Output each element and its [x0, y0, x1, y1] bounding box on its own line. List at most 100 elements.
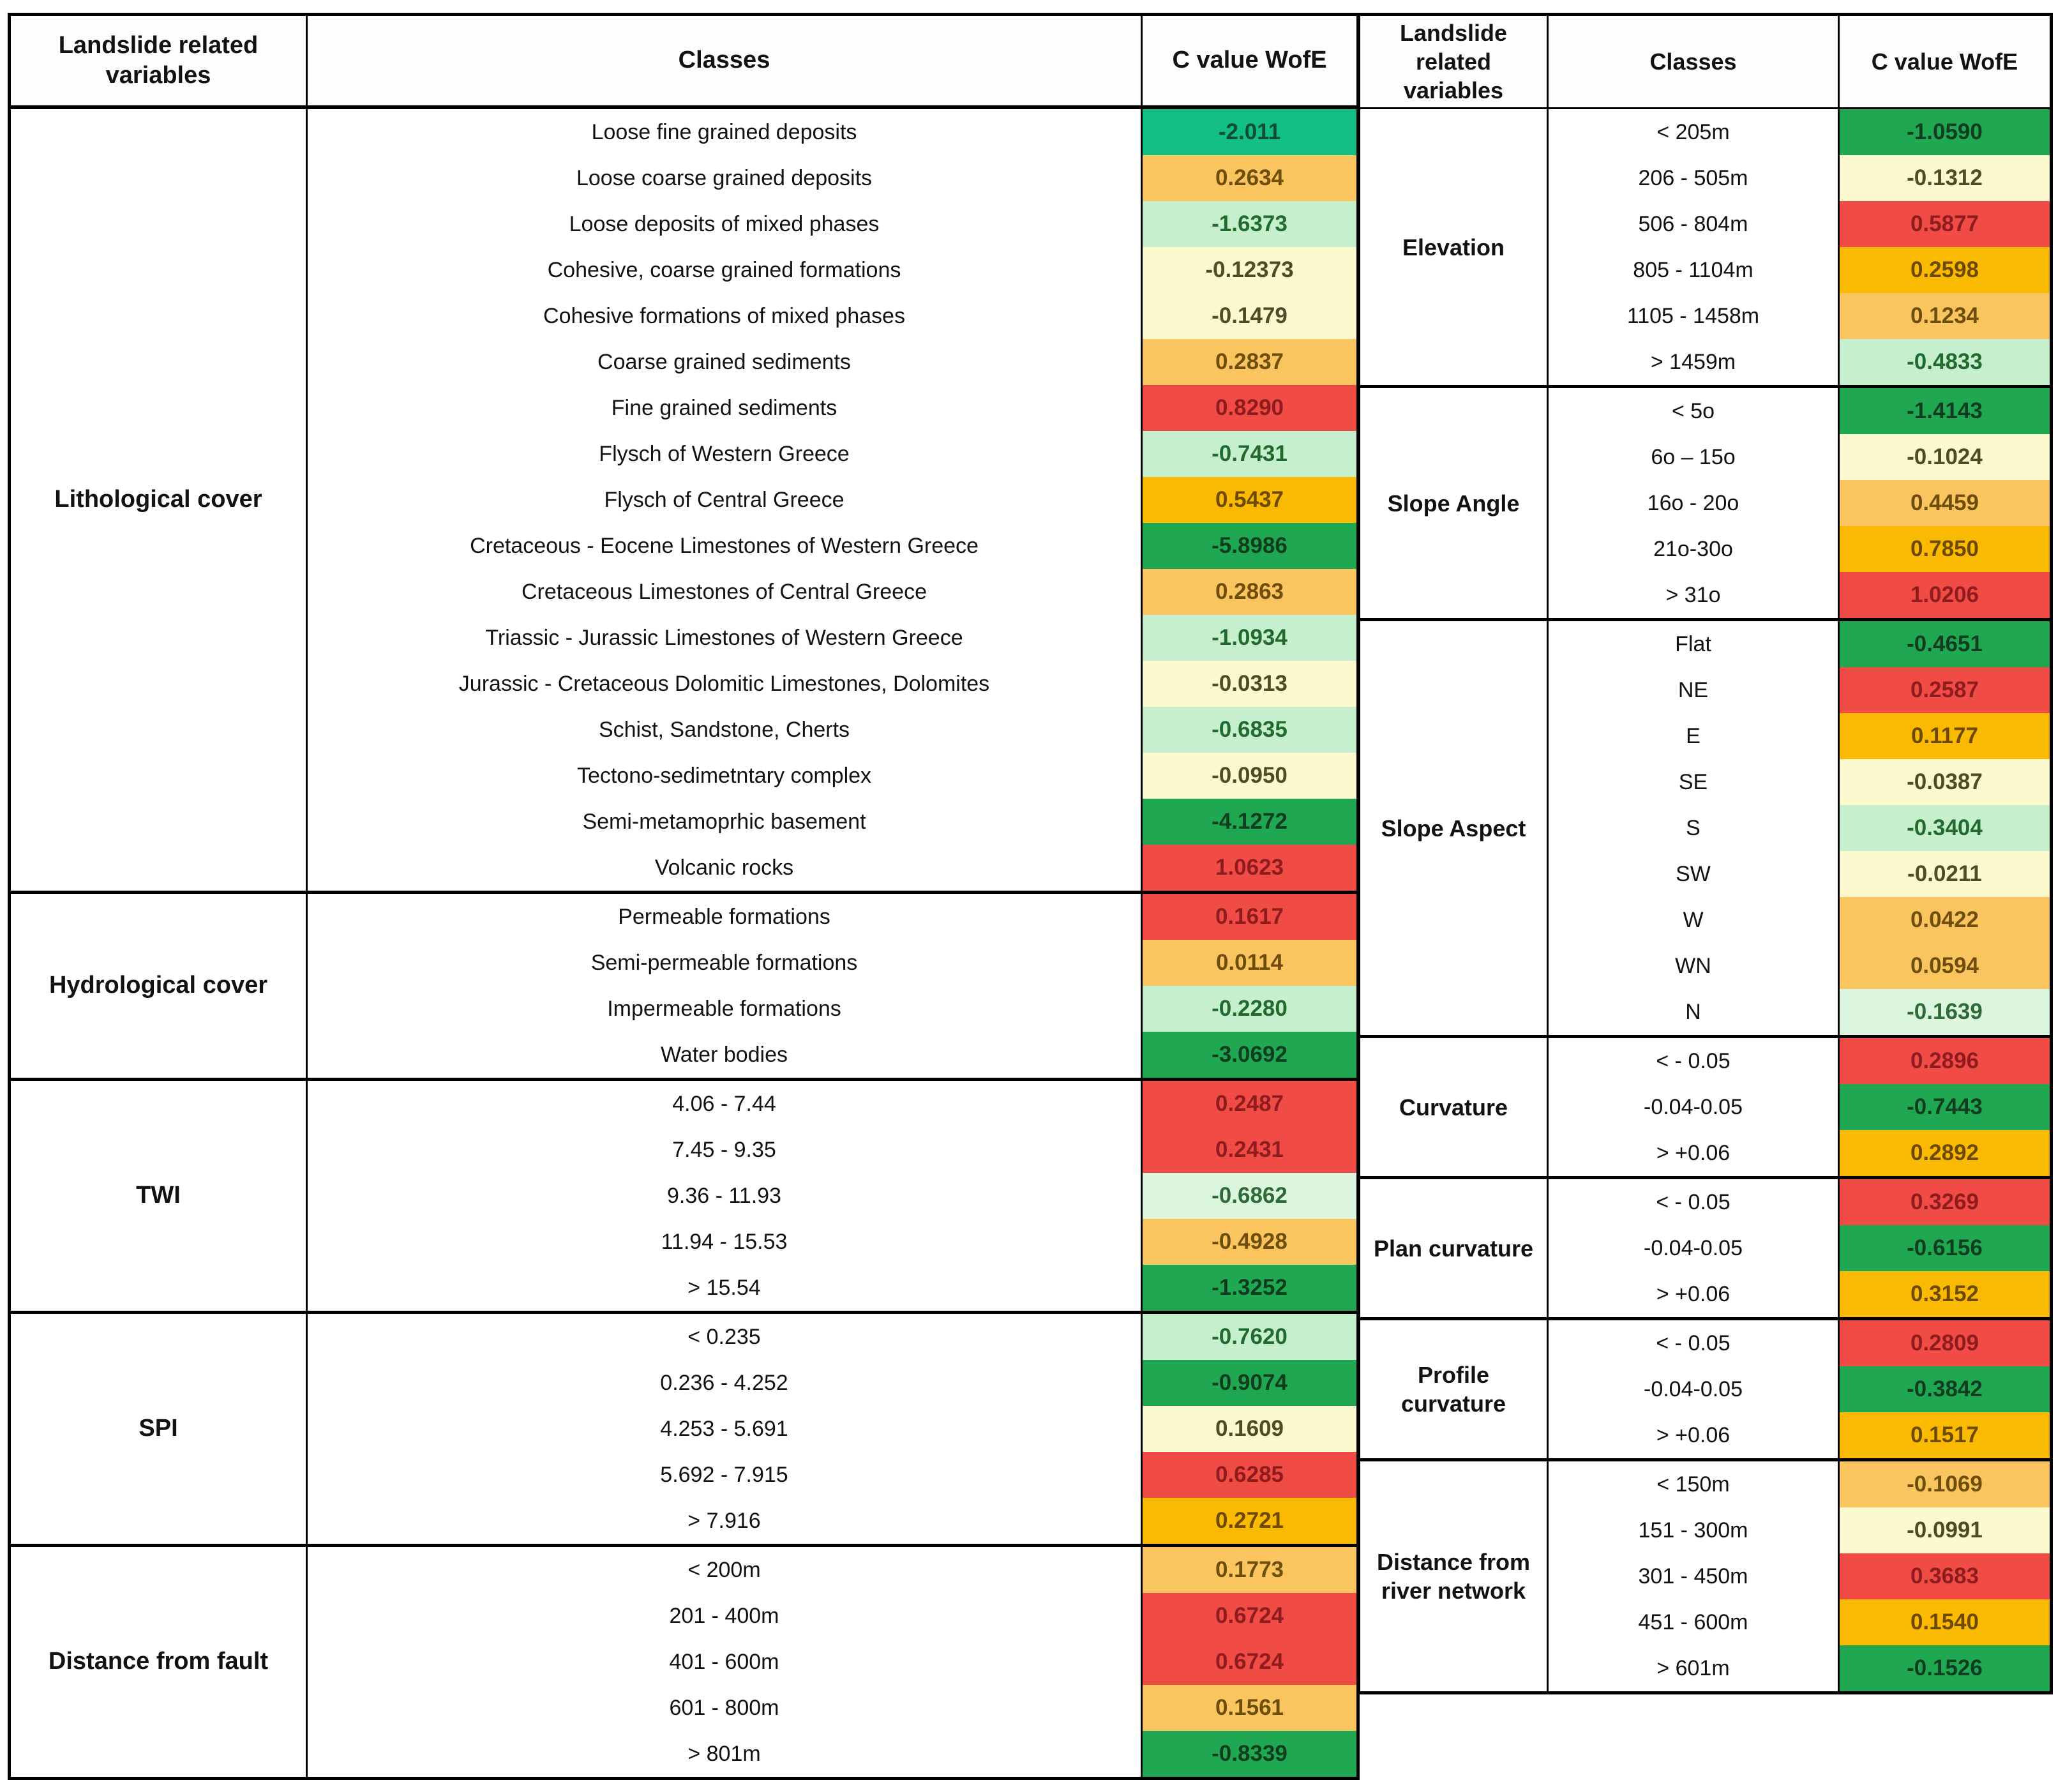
class-cell: Flysch of Western Greece — [308, 431, 1141, 477]
value-cell: 0.2837 — [1143, 339, 1356, 385]
class-cell: Coarse grained sediments — [308, 339, 1141, 385]
class-cell: < 0.235 — [308, 1314, 1141, 1360]
class-cell: Jurassic - Cretaceous Dolomitic Limeston… — [308, 661, 1141, 707]
value-cell: -0.0387 — [1840, 759, 2050, 805]
variable-label: Lithological cover — [11, 109, 306, 891]
header-variables: Landslide related variables — [1360, 16, 1547, 107]
value-cell: 0.5437 — [1143, 477, 1356, 523]
class-cell: > 31o — [1549, 572, 1838, 618]
value-cell: -0.7443 — [1840, 1084, 2050, 1130]
class-cell: > +0.06 — [1549, 1130, 1838, 1176]
header-cvalue: C value WofE — [1838, 16, 2050, 107]
class-cell: > 801m — [308, 1731, 1141, 1777]
variable-group: Elevation < 205m 206 - 505m 506 - 804m 805 -… — [1360, 109, 2050, 385]
class-cell: > +0.06 — [1549, 1271, 1838, 1317]
class-cell: Water bodies — [308, 1032, 1141, 1078]
classes-column: < - 0.05 -0.04-0.05 > +0.06 — [1547, 1038, 1838, 1176]
value-cell: 0.6285 — [1143, 1452, 1356, 1498]
value-cell: -0.1069 — [1840, 1461, 2050, 1507]
value-cell: 0.1177 — [1840, 713, 2050, 759]
value-cell: -0.4928 — [1143, 1219, 1356, 1265]
variable-label: SPI — [11, 1314, 306, 1544]
value-cell: 0.7850 — [1840, 526, 2050, 572]
value-cell: -0.1479 — [1143, 293, 1356, 339]
value-cell: -0.2280 — [1143, 986, 1356, 1032]
class-cell: 451 - 600m — [1549, 1599, 1838, 1645]
value-cell: -0.0313 — [1143, 661, 1356, 707]
class-cell: Triassic - Jurassic Limestones of Wester… — [308, 615, 1141, 661]
value-cell: -0.3404 — [1840, 805, 2050, 851]
class-cell: Volcanic rocks — [308, 845, 1141, 891]
class-cell: 7.45 - 9.35 — [308, 1127, 1141, 1173]
value-cell: 0.6724 — [1143, 1639, 1356, 1685]
class-cell: 6o – 15o — [1549, 434, 1838, 480]
classes-column: < - 0.05 -0.04-0.05 > +0.06 — [1547, 1320, 1838, 1458]
value-cell: -0.1526 — [1840, 1645, 2050, 1691]
value-cell: -0.6835 — [1143, 707, 1356, 753]
class-cell: < 200m — [308, 1547, 1141, 1593]
class-cell: > +0.06 — [1549, 1412, 1838, 1458]
class-cell: 5.692 - 7.915 — [308, 1452, 1141, 1498]
variable-group: Hydrological cover Permeable formations Se… — [11, 891, 1356, 1078]
class-cell: 9.36 - 11.93 — [308, 1173, 1141, 1219]
wofe-table-right: Landslide related variables Classes C va… — [1356, 13, 2053, 1694]
class-cell: 16o - 20o — [1549, 480, 1838, 526]
class-cell: < 150m — [1549, 1461, 1838, 1507]
header-classes: Classes — [1547, 16, 1838, 107]
value-cell: 0.2598 — [1840, 247, 2050, 293]
class-cell: 201 - 400m — [308, 1593, 1141, 1639]
value-cell: -4.1272 — [1143, 799, 1356, 845]
class-cell: Loose deposits of mixed phases — [308, 201, 1141, 247]
classes-column: < 0.235 0.236 - 4.252 4.253 - 5.691 5.692 -… — [306, 1314, 1141, 1544]
value-cell: -1.6373 — [1143, 201, 1356, 247]
value-cell: 0.0114 — [1143, 940, 1356, 986]
class-cell: < - 0.05 — [1549, 1179, 1838, 1225]
value-cell: 0.8290 — [1143, 385, 1356, 431]
value-cell: -0.12373 — [1143, 247, 1356, 293]
value-cell: 0.5877 — [1840, 201, 2050, 247]
class-cell: < 205m — [1549, 109, 1838, 155]
value-cell: -0.3842 — [1840, 1366, 2050, 1412]
value-cell: -0.1312 — [1840, 155, 2050, 201]
variable-group: Slope Aspect Flat NE E SE S SW W WN N -0.4651 0.258… — [1360, 618, 2050, 1035]
classes-column: < 5o 6o – 15o 16o - 20o 21o-30o > 31o — [1547, 388, 1838, 618]
table-header-row: Landslide related variables Classes C va… — [11, 16, 1356, 109]
value-cell: -2.011 — [1143, 109, 1356, 155]
variable-group: Slope Angle < 5o 6o – 15o 16o - 20o 21o-30o >… — [1360, 385, 2050, 618]
value-cell: -0.6156 — [1840, 1225, 2050, 1271]
class-cell: 151 - 300m — [1549, 1507, 1838, 1553]
class-cell: 506 - 804m — [1549, 201, 1838, 247]
class-cell: Loose coarse grained deposits — [308, 155, 1141, 201]
value-cell: -5.8986 — [1143, 523, 1356, 569]
class-cell: 1105 - 1458m — [1549, 293, 1838, 339]
values-column: -2.011 0.2634 -1.6373 -0.12373 -0.1479 0.2837… — [1141, 109, 1356, 891]
variable-group: Profile curvature < - 0.05 -0.04-0.05 > +0.… — [1360, 1317, 2050, 1458]
variable-label: Curvature — [1360, 1038, 1547, 1176]
class-cell: 0.236 - 4.252 — [308, 1360, 1141, 1406]
values-column: -0.1069 -0.0991 0.3683 0.1540 -0.1526 — [1838, 1461, 2050, 1691]
variable-label: Distance from river network — [1360, 1461, 1547, 1691]
class-cell: > 601m — [1549, 1645, 1838, 1691]
value-cell: -0.9074 — [1143, 1360, 1356, 1406]
value-cell: 0.2809 — [1840, 1320, 2050, 1366]
value-cell: 1.0623 — [1143, 845, 1356, 891]
class-cell: Cohesive, coarse grained formations — [308, 247, 1141, 293]
value-cell: 0.2721 — [1143, 1498, 1356, 1544]
value-cell: 0.1540 — [1840, 1599, 2050, 1645]
values-column: -1.4143 -0.1024 0.4459 0.7850 1.0206 — [1838, 388, 2050, 618]
variable-label: TWI — [11, 1081, 306, 1311]
variable-label: Slope Angle — [1360, 388, 1547, 618]
class-cell: < - 0.05 — [1549, 1320, 1838, 1366]
classes-column: Loose fine grained deposits Loose coarse … — [306, 109, 1141, 891]
class-cell: -0.04-0.05 — [1549, 1366, 1838, 1412]
value-cell: -1.4143 — [1840, 388, 2050, 434]
value-cell: -0.4651 — [1840, 621, 2050, 667]
variable-group: Distance from river network < 150m 151 - 3… — [1360, 1458, 2050, 1691]
class-cell: -0.04-0.05 — [1549, 1084, 1838, 1130]
value-cell: 0.1561 — [1143, 1685, 1356, 1731]
values-column: 0.3269 -0.6156 0.3152 — [1838, 1179, 2050, 1317]
class-cell: 11.94 - 15.53 — [308, 1219, 1141, 1265]
class-cell: 4.06 - 7.44 — [308, 1081, 1141, 1127]
class-cell: 805 - 1104m — [1549, 247, 1838, 293]
value-cell: -0.0950 — [1143, 753, 1356, 799]
